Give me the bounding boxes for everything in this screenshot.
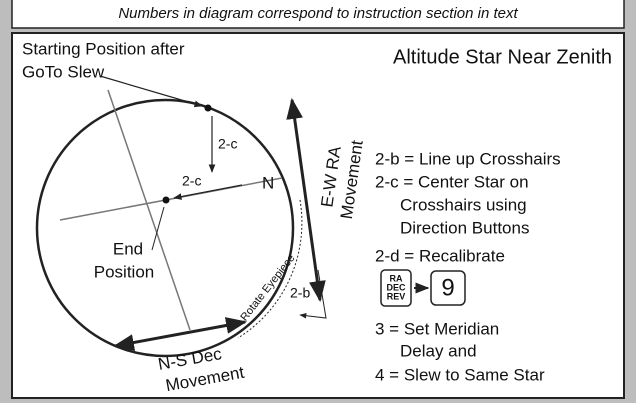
- arrow: [299, 269, 327, 319]
- arrow: [99, 75, 203, 108]
- crosshair: [59, 177, 283, 221]
- crosshair: [107, 89, 191, 331]
- legend-line: 2-c = Center Star on: [375, 172, 529, 191]
- key-text: DEC: [386, 282, 406, 292]
- pointer: [151, 206, 165, 251]
- legend-line: 4 = Slew to Same Star: [375, 365, 545, 384]
- caption-box: [11, 0, 625, 29]
- rotate-arc: [237, 199, 303, 339]
- step-label: 2-c: [218, 136, 237, 152]
- ns-arrow: [112, 317, 248, 351]
- key-button: [430, 270, 466, 306]
- start-label: Starting Position after: [22, 39, 185, 58]
- legend-line: 2-d = Recalibrate: [375, 246, 505, 265]
- key-text: RA: [390, 273, 403, 283]
- step-label: 2-b: [290, 285, 310, 301]
- legend-line: Direction Buttons: [400, 218, 529, 237]
- start-star: [204, 104, 212, 112]
- end-star: [162, 196, 170, 204]
- north-label: N: [262, 173, 274, 192]
- legend-line: 3 = Set Meridian: [375, 319, 499, 338]
- start-label: GoTo Slew: [22, 62, 105, 81]
- panel: [11, 32, 625, 399]
- key-text: REV: [387, 291, 406, 301]
- legend-line: Crosshairs using: [400, 195, 527, 214]
- end-label: Position: [94, 262, 154, 281]
- legend-line: Delay and: [400, 341, 477, 360]
- key-button: [380, 269, 412, 307]
- legend-line: 2-b = Line up Crosshairs: [375, 149, 561, 168]
- title: Altitude Star Near Zenith: [393, 46, 612, 68]
- ew-arrow: [286, 97, 326, 303]
- caption: Numbers in diagram correspond to instruc…: [118, 5, 518, 22]
- key-digit: 9: [441, 274, 454, 301]
- end-label: End: [113, 239, 143, 258]
- arrow: [173, 184, 243, 200]
- step-label: 2-c: [182, 173, 201, 189]
